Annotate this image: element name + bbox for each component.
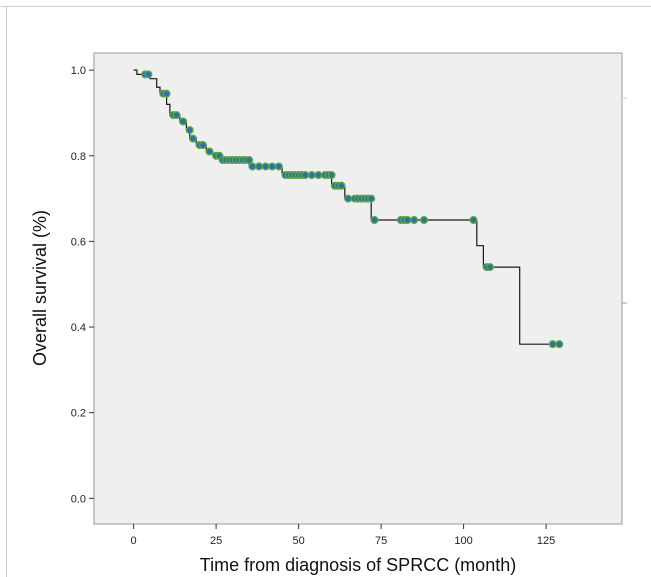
censor-mark: [344, 194, 353, 203]
survival-step-curve: [133, 69, 563, 345]
outer-frame-left-line: [6, 6, 7, 577]
y-tick-label: 0.8: [71, 151, 86, 163]
y-tick-label: 1.0: [71, 65, 86, 77]
censor-mark: [274, 162, 283, 171]
x-tick-label: 0: [131, 535, 137, 547]
y-tick-label: 0.2: [71, 408, 86, 420]
censor-mark: [205, 147, 214, 156]
outer-frame-top-line: [0, 6, 651, 7]
x-tick-label: 50: [292, 535, 304, 547]
x-tick-label: 100: [454, 535, 472, 547]
y-tick-label: 0.0: [71, 493, 86, 505]
censor-mark: [367, 194, 376, 203]
plot-area-background: [93, 52, 623, 525]
censor-mark: [185, 126, 194, 135]
censor-mark: [327, 171, 336, 180]
censor-mark: [469, 215, 478, 224]
x-tick-label: 125: [537, 535, 555, 547]
censor-mark: [307, 171, 316, 180]
censor-mark: [301, 171, 310, 180]
y-tick-label: 0.6: [71, 236, 86, 248]
censor-mark: [198, 141, 207, 150]
censor-mark: [172, 111, 181, 120]
censor-mark: [548, 340, 557, 349]
censor-mark: [337, 181, 346, 190]
y-axis-ticks: 0.0 0.2 0.4 0.6 0.8 1.0: [71, 65, 94, 505]
censor-mark: [254, 162, 263, 171]
x-axis-title: Time from diagnosis of SPRCC (month): [200, 555, 516, 575]
censor-mark: [555, 340, 564, 349]
censor-mark: [188, 134, 197, 143]
censor-mark: [268, 162, 277, 171]
censor-mark: [144, 70, 153, 79]
censor-mark: [261, 162, 270, 171]
censor-mark: [410, 215, 419, 224]
censor-mark: [314, 171, 323, 180]
censor-mark: [245, 156, 254, 165]
censor-mark: [179, 117, 188, 126]
y-tick-label: 0.4: [71, 322, 86, 334]
y-axis-title: Overall survival (%): [30, 210, 50, 366]
censor-mark: [420, 215, 429, 224]
censor-mark: [403, 215, 412, 224]
censor-mark: [370, 215, 379, 224]
censor-mark: [486, 263, 495, 272]
censored-marks: [141, 70, 564, 349]
x-tick-label: 75: [375, 535, 387, 547]
x-tick-label: 25: [210, 535, 222, 547]
censor-mark: [248, 162, 257, 171]
censor-mark: [162, 89, 171, 98]
x-axis-ticks: 0 25 50 75 100 125: [131, 524, 555, 547]
